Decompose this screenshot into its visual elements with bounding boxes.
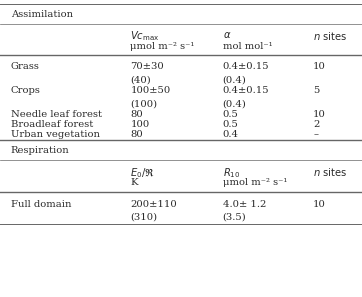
Text: 100: 100 <box>130 120 150 129</box>
Text: (100): (100) <box>130 99 157 108</box>
Text: (310): (310) <box>130 213 157 222</box>
Text: K: K <box>130 178 138 187</box>
Text: Needle leaf forest: Needle leaf forest <box>11 110 102 119</box>
Text: Urban vegetation: Urban vegetation <box>11 130 100 139</box>
Text: $\mathit{\alpha}$: $\mathit{\alpha}$ <box>223 30 231 40</box>
Text: 70±30: 70±30 <box>130 62 164 71</box>
Text: $\mathit{n}$ sites: $\mathit{n}$ sites <box>313 166 348 178</box>
Text: 80: 80 <box>130 130 143 139</box>
Text: 5: 5 <box>313 86 320 95</box>
Text: mol mol⁻¹: mol mol⁻¹ <box>223 42 272 51</box>
Text: $\mathit{Vc}_{\mathrm{max}}$: $\mathit{Vc}_{\mathrm{max}}$ <box>130 30 160 43</box>
Text: 0.5: 0.5 <box>223 120 239 129</box>
Text: 0.4±0.15: 0.4±0.15 <box>223 62 269 71</box>
Text: –: – <box>313 130 318 139</box>
Text: 0.5: 0.5 <box>223 110 239 119</box>
Text: $E_0/\mathfrak{R}$: $E_0/\mathfrak{R}$ <box>130 166 155 179</box>
Text: (0.4): (0.4) <box>223 99 247 108</box>
Text: 200±110: 200±110 <box>130 200 177 208</box>
Text: 10: 10 <box>313 62 326 71</box>
Text: 0.4±0.15: 0.4±0.15 <box>223 86 269 95</box>
Text: Respiration: Respiration <box>11 146 70 155</box>
Text: μmol m⁻² s⁻¹: μmol m⁻² s⁻¹ <box>223 178 287 187</box>
Text: 4.0± 1.2: 4.0± 1.2 <box>223 200 266 208</box>
Text: $R_{10}$: $R_{10}$ <box>223 166 240 179</box>
Text: 80: 80 <box>130 110 143 119</box>
Text: $\mathit{n}$ sites: $\mathit{n}$ sites <box>313 30 348 42</box>
Text: (3.5): (3.5) <box>223 213 247 222</box>
Text: 0.4: 0.4 <box>223 130 239 139</box>
Text: (40): (40) <box>130 76 151 85</box>
Text: Broadleaf forest: Broadleaf forest <box>11 120 93 129</box>
Text: Grass: Grass <box>11 62 40 71</box>
Text: 2: 2 <box>313 120 320 129</box>
Text: Assimilation: Assimilation <box>11 10 73 19</box>
Text: 10: 10 <box>313 200 326 208</box>
Text: μmol m⁻² s⁻¹: μmol m⁻² s⁻¹ <box>130 42 195 51</box>
Text: 10: 10 <box>313 110 326 119</box>
Text: Crops: Crops <box>11 86 41 95</box>
Text: Full domain: Full domain <box>11 200 71 208</box>
Text: 100±50: 100±50 <box>130 86 171 95</box>
Text: (0.4): (0.4) <box>223 76 247 85</box>
